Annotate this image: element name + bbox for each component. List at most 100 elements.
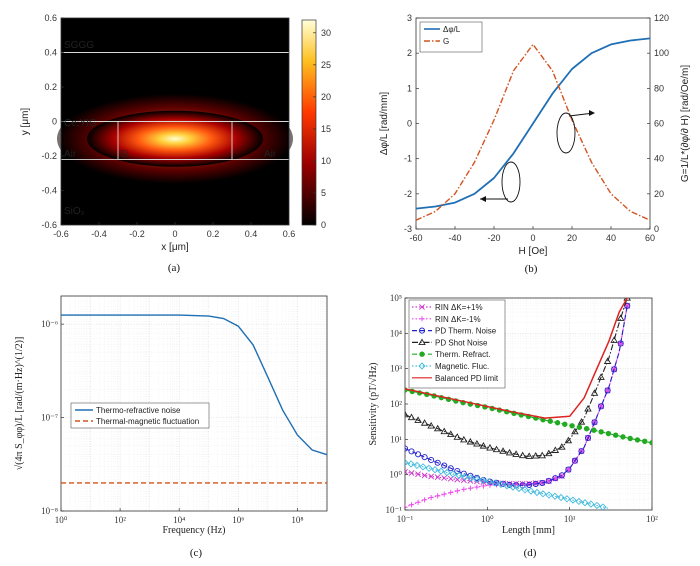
series-marker	[527, 487, 535, 495]
legend-marker	[419, 304, 425, 310]
series-marker	[448, 489, 454, 496]
region-label: Ce:YIG	[64, 118, 97, 129]
series-marker	[405, 410, 409, 418]
region-label: Air	[64, 149, 77, 160]
y-tick-label: 0.2	[44, 82, 57, 92]
series-marker	[407, 460, 415, 468]
x-tick-label: -60	[409, 233, 422, 243]
y-tick-label: -0.2	[41, 151, 57, 161]
y-tick-label: 3	[407, 13, 412, 23]
y-tick-label: 0.4	[44, 48, 57, 58]
y-axis-label: Sensitivity (pT/√Hz)	[368, 363, 379, 446]
x-tick-label: 10⁸	[291, 515, 303, 525]
y-axis-label: √(4π S_φφ)/L [rad/(m·Hz)^(1/2)]	[14, 337, 25, 471]
x-tick-label: 10⁴	[173, 515, 185, 525]
y-tick-label: 1	[407, 83, 412, 93]
x-tick-label: 60	[645, 233, 655, 243]
series-marker	[408, 502, 415, 508]
series-marker	[531, 451, 540, 459]
series-marker	[505, 448, 514, 456]
annotation-ellipse	[556, 112, 576, 154]
series-marker	[519, 482, 526, 489]
series-marker	[466, 437, 475, 445]
series-marker	[598, 403, 604, 409]
series-marker	[455, 471, 463, 480]
series-marker	[557, 493, 565, 502]
y-tick-label: 10⁴	[390, 328, 402, 338]
series-marker	[599, 503, 607, 510]
colorbar-tick-label: 15	[321, 124, 331, 134]
plot-c-frame	[60, 295, 328, 512]
y-tick-label: 10⁵	[390, 293, 402, 303]
series-marker	[499, 447, 507, 454]
series-marker	[605, 430, 612, 437]
colorbar	[301, 19, 317, 226]
series-marker	[620, 434, 626, 440]
x-tick-label: 0.4	[245, 229, 258, 239]
series-marker	[642, 438, 648, 445]
series-marker	[492, 445, 501, 453]
series-marker	[427, 421, 435, 429]
panel-caption: (a)	[168, 262, 181, 274]
series-marker	[515, 484, 523, 493]
series-marker	[612, 432, 619, 438]
series-marker	[576, 424, 583, 430]
series-marker	[551, 492, 559, 500]
region-label: SGGG	[64, 40, 94, 51]
y-tick-label: 0	[52, 117, 57, 127]
legend-marker	[419, 316, 425, 322]
y-tick-label: 10²	[390, 399, 402, 409]
series-marker	[577, 418, 586, 425]
series-marker	[441, 475, 448, 481]
series-marker	[449, 470, 457, 478]
x-axis-label: x [μm]	[161, 242, 189, 253]
colorbar-tick-label: 20	[321, 92, 331, 102]
x-tick-label: 10⁰	[55, 515, 68, 525]
legend-entry: Thermo-refractive noise	[96, 406, 181, 415]
series-marker	[532, 480, 539, 487]
series-marker	[485, 478, 493, 486]
series-marker	[428, 473, 435, 480]
series-marker	[434, 459, 441, 466]
legend-marker	[418, 362, 426, 370]
series-marker	[558, 472, 565, 479]
x-axis-label: Frequency (Hz)	[162, 525, 225, 536]
x-axis-label: Length [mm]	[502, 525, 555, 536]
y-right-axis-label: G=1/L*(∂φ/∂ H) [rad/Oe/m]	[680, 65, 691, 182]
series-marker	[441, 491, 447, 497]
x-tick-label: 10⁻¹	[397, 514, 414, 524]
series-marker	[512, 450, 520, 457]
series-marker	[617, 340, 624, 347]
panel-caption: (c)	[190, 547, 203, 559]
series-marker	[558, 443, 566, 450]
series-marker	[546, 478, 552, 484]
x-tick-label: 10¹	[564, 514, 576, 524]
series-marker	[453, 433, 462, 440]
y-tick-label: -0.6	[41, 220, 57, 230]
legend-marker	[418, 327, 426, 334]
colorbar-tick-label: 10	[321, 156, 331, 166]
series-marker	[565, 467, 571, 473]
series-marker	[564, 436, 573, 444]
series-marker	[518, 451, 527, 459]
series-marker	[583, 426, 590, 432]
series-marker	[552, 475, 559, 482]
y-tick-label: 0	[407, 119, 412, 129]
legend-entry: RIN ΔK=-1%	[435, 315, 481, 324]
colorbar-tick-label: 25	[321, 60, 331, 70]
series-marker	[627, 435, 633, 442]
y-tick-label: 10⁰	[389, 470, 402, 480]
series-marker	[460, 477, 467, 484]
series-marker	[539, 479, 546, 486]
colorbar-tick-label: 0	[321, 220, 326, 230]
series-marker	[467, 474, 475, 482]
series-marker	[425, 464, 433, 472]
y-right-tick-label: 20	[654, 189, 664, 199]
x-tick-label: 0	[172, 229, 177, 239]
series-marker	[441, 462, 448, 469]
series-marker	[428, 456, 435, 464]
series-marker	[525, 452, 533, 459]
series-marker	[405, 458, 409, 467]
series-marker	[408, 470, 415, 476]
